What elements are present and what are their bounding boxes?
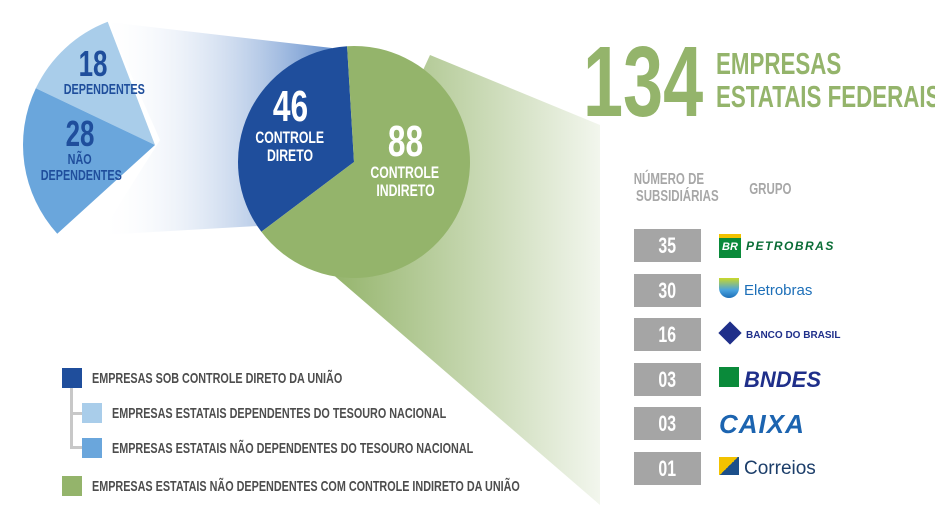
correios-logo-icon [719, 457, 739, 480]
total-count: 134 [583, 26, 704, 138]
group-logo: BANCO DO BRASIL [718, 320, 841, 350]
group-name: CAIXA [719, 408, 805, 439]
legend-swatch [62, 368, 82, 388]
legend-label: EMPRESAS ESTATAIS DEPENDENTES DO TESOURO… [112, 404, 447, 422]
legend-tree-line [70, 388, 73, 448]
eletrobras-logo-icon [719, 278, 739, 303]
subsidiary-count: 35 [634, 229, 701, 262]
legend-tree-line [70, 412, 82, 415]
legend-label: EMPRESAS SOB CONTROLE DIRETO DA UNIÃO [92, 369, 343, 387]
group-name: BANCO DO BRASIL [746, 329, 841, 341]
column-header-grupo: GRUPO [748, 181, 792, 198]
subsidiary-count: 03 [634, 407, 701, 440]
subsidiary-count: 03 [634, 362, 701, 396]
group-logo: Correios [719, 454, 816, 484]
legend-swatch [62, 476, 82, 496]
slice-text: CONTROLE [370, 163, 440, 182]
page-title: EMPRESAS ESTATAIS FEDERAIS [716, 46, 935, 114]
legend-item-dependentes: EMPRESAS ESTATAIS DEPENDENTES DO TESOURO… [82, 403, 576, 423]
slice-label-nao-dependentes: 28 NÃO DEPENDENTES [25, 116, 135, 184]
group-logo: Eletrobras [719, 276, 812, 306]
subsidiary-count: 01 [634, 451, 701, 485]
slice-label-controle-indireto: 88 CONTROLE INDIRETO [355, 120, 455, 200]
title-line: ESTATAIS FEDERAIS [716, 78, 935, 114]
subsidiary-count: 30 [634, 273, 701, 307]
group-name: BNDES [744, 366, 822, 392]
slice-text: CONTROLE [255, 128, 325, 147]
slice-value: 28 [65, 113, 95, 154]
slice-value: 88 [387, 117, 423, 166]
legend-label: EMPRESAS ESTATAIS NÃO DEPENDENTES DO TES… [112, 439, 474, 457]
slice-value: 46 [272, 82, 308, 131]
legend-swatch [82, 438, 102, 458]
slice-dependentes [35, 21, 155, 146]
legend-item-controle-indireto: EMPRESAS ESTATAIS NÃO DEPENDENTES COM CO… [62, 476, 686, 496]
legend-item-controle-direto: EMPRESAS SOB CONTROLE DIRETO DA UNIÃO [62, 368, 440, 388]
group-name: Eletrobras [744, 282, 813, 299]
slice-controle-direto [237, 46, 354, 232]
slice-nao-dependentes [22, 88, 155, 234]
slice-text: DEPENDENTES [63, 81, 145, 98]
slice-label-controle-direto: 46 CONTROLE DIRETO [240, 85, 340, 165]
legend-label: EMPRESAS ESTATAIS NÃO DEPENDENTES COM CO… [92, 477, 520, 495]
br-logo-icon: BR [719, 234, 741, 258]
group-logo: BNDES [719, 365, 821, 395]
group-logo: CAIXA [719, 409, 805, 439]
slice-text: NÃO [67, 151, 93, 168]
bndes-logo-icon [719, 367, 739, 392]
slice-text: DIRETO [266, 146, 314, 165]
group-logo: BR PETROBRAS [719, 231, 835, 261]
title-line: EMPRESAS [716, 46, 842, 81]
legend-tree-line [70, 446, 82, 449]
column-header-subsidiarias: NÚMERO DE SUBSIDIÁRIAS [633, 171, 719, 205]
bb-logo-icon [718, 320, 742, 349]
group-name: PETROBRAS [746, 239, 835, 253]
group-name: Correios [744, 457, 816, 479]
slice-label-dependentes: 18 DEPENDENTES [48, 43, 145, 98]
slice-text: INDIRETO [375, 181, 435, 200]
slice-value: 18 [78, 43, 108, 84]
slice-text: DEPENDENTES [40, 167, 122, 184]
slice-controle-indireto [261, 46, 470, 278]
subsidiary-count: 16 [634, 318, 701, 351]
legend-swatch [82, 403, 102, 423]
legend-item-nao-dependentes: EMPRESAS ESTATAIS NÃO DEPENDENTES DO TES… [82, 438, 614, 458]
